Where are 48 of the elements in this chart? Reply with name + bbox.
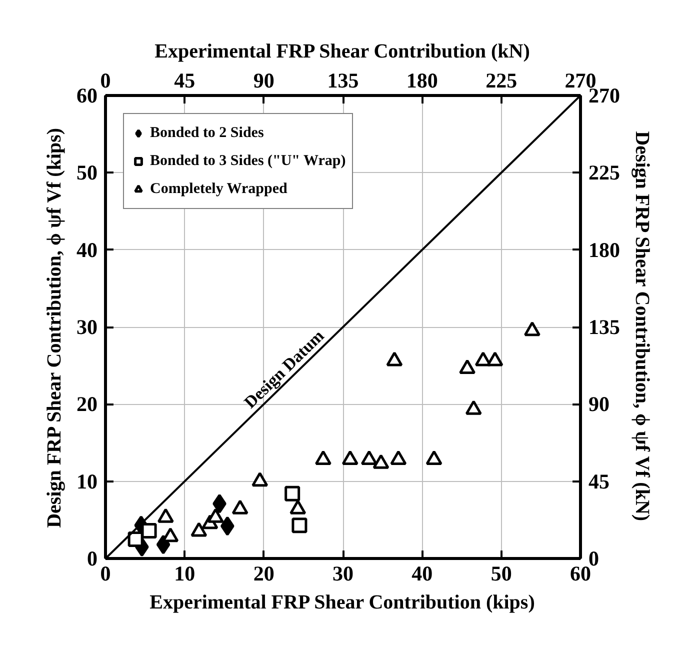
x-axis-title: Experimental FRP Shear Contribution (kips)	[150, 592, 535, 614]
point	[342, 450, 358, 466]
y-tick-label: 40	[76, 238, 98, 262]
x2-tick-label: 135	[327, 68, 359, 92]
y-tick-label: 10	[76, 469, 98, 494]
y-tick-label: 30	[76, 315, 98, 339]
legend-label: Completely Wrapped	[150, 180, 288, 198]
y-axis-title: Design FRP Shear Contribution, ϕ ψf Vf (kips)	[44, 128, 66, 528]
x2-tick-label: 45	[174, 68, 196, 92]
point	[252, 472, 268, 487]
point	[524, 322, 540, 336]
y-tick-label: 60	[76, 84, 98, 108]
y-tick-label: 20	[76, 392, 98, 416]
point	[465, 400, 482, 415]
point	[314, 450, 332, 466]
point	[459, 359, 476, 374]
x-tick-label: 30	[332, 562, 354, 586]
point	[207, 508, 224, 523]
point	[372, 454, 390, 469]
x-tick-label: 50	[490, 562, 512, 586]
x2-tick-label: 180	[406, 68, 438, 92]
x2-tick-label: 225	[486, 68, 518, 92]
y2-tick-label: 225	[588, 160, 620, 185]
point	[157, 508, 174, 523]
x-tick-label: 60	[570, 562, 591, 586]
point	[390, 450, 407, 466]
point	[232, 500, 248, 514]
point	[426, 450, 442, 466]
y2-axis-title: Design FRP Shear Contribution, ϕ ψf Vf (kN)	[631, 131, 653, 522]
x-tick-label: 10	[174, 562, 196, 586]
legend-label: Bonded to 3 Sides ("U" Wrap)	[150, 152, 346, 170]
y2-tick-label: 90	[588, 392, 610, 416]
point	[290, 500, 306, 514]
point	[360, 450, 378, 466]
point	[486, 352, 504, 366]
x2-axis-title: Experimental FRP Shear Contribution (kN)	[154, 40, 530, 62]
y-tick-label: 0	[87, 546, 98, 570]
x-tick-label: 40	[412, 562, 433, 586]
y2-tick-label: 45	[588, 469, 610, 494]
y2-tick-label: 0	[588, 546, 599, 570]
y2-tick-label: 135	[588, 315, 620, 339]
point	[386, 352, 403, 366]
y2-tick-label: 180	[588, 238, 620, 262]
point	[190, 522, 208, 537]
legend-label: Bonded to 2 Sides	[150, 124, 264, 142]
y-tick-label: 50	[76, 160, 98, 185]
x2-tick-label: 90	[253, 68, 274, 92]
x-tick-label: 20	[253, 562, 274, 586]
